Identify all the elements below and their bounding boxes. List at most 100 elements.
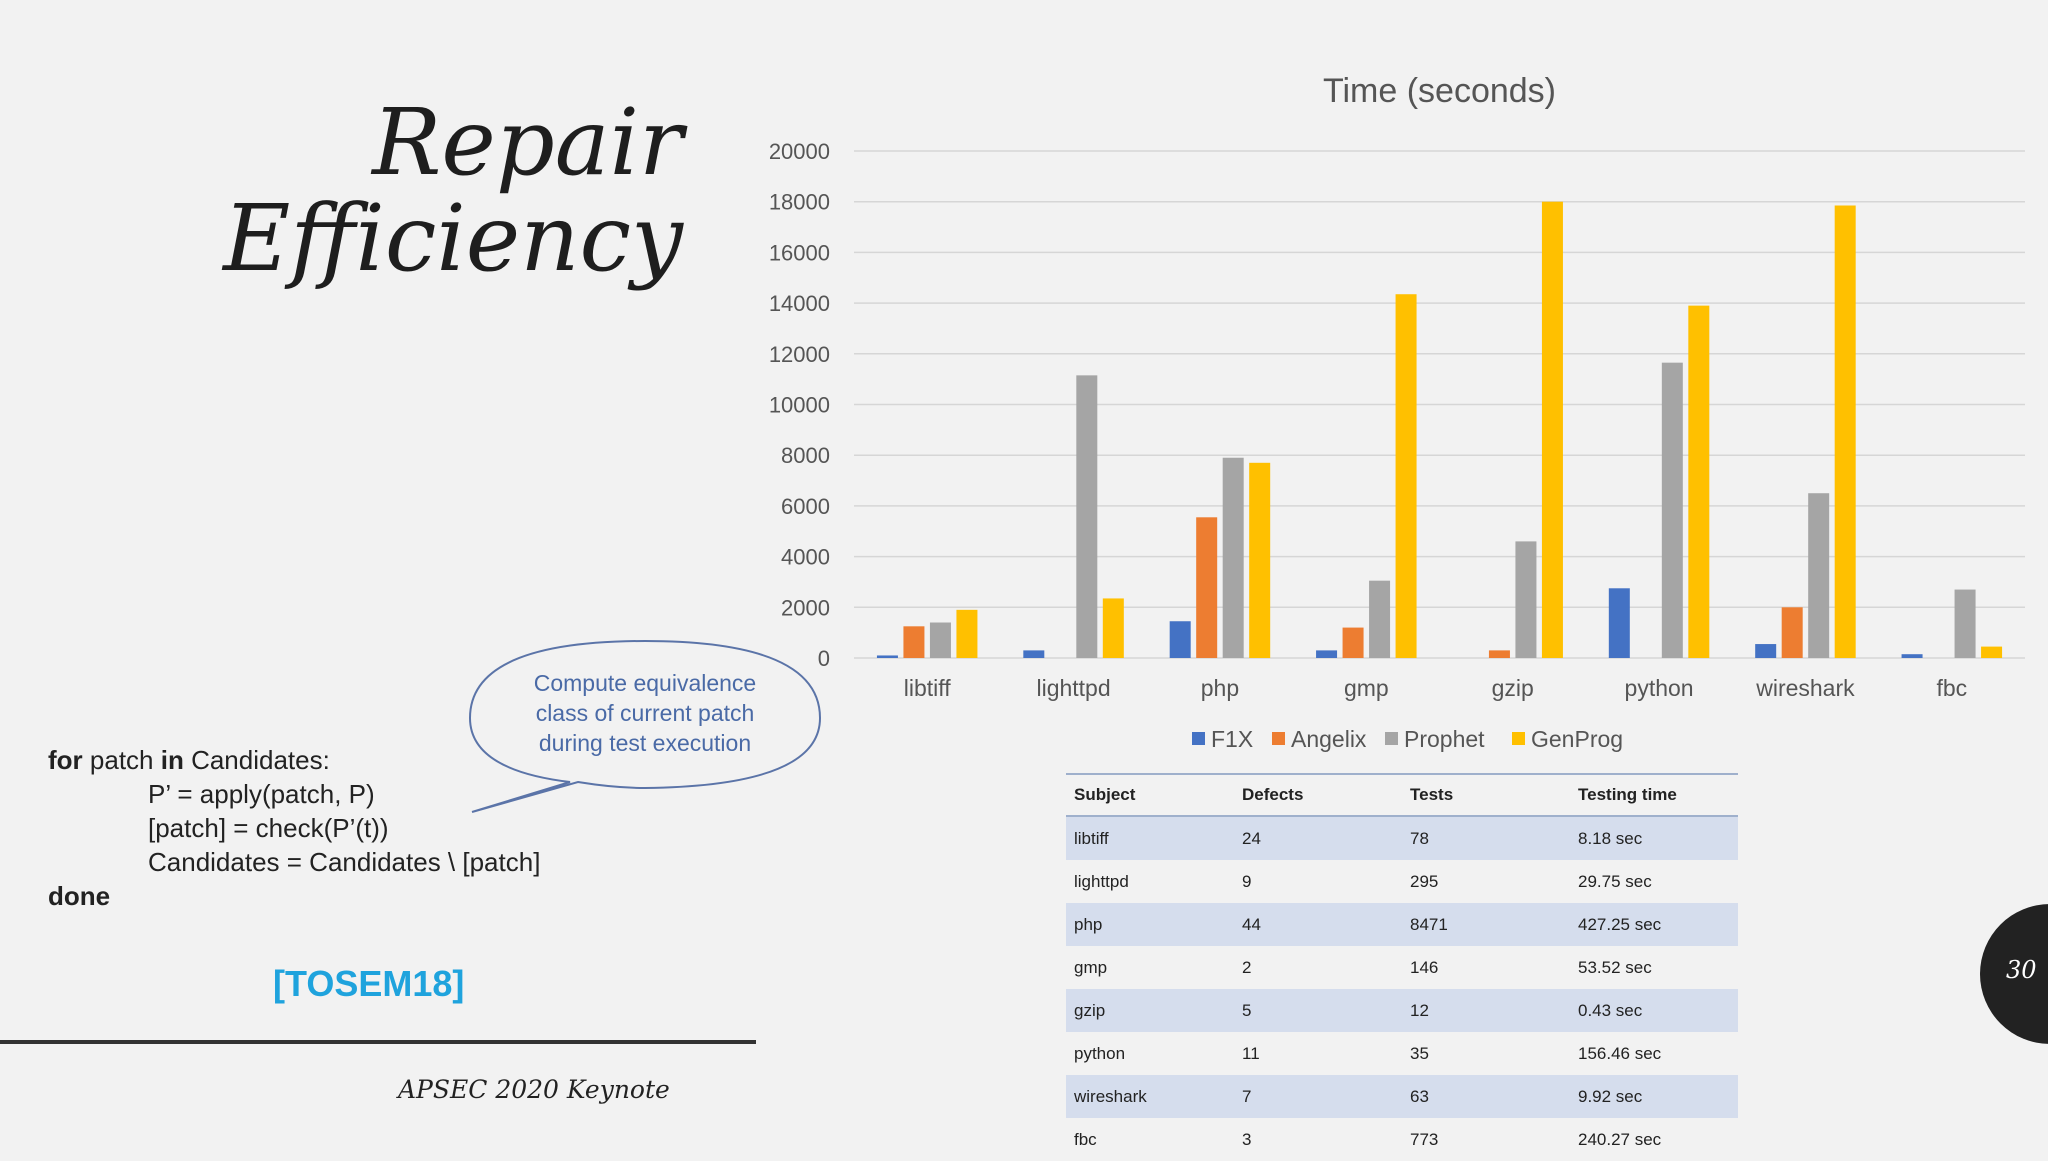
bar-f1x-gmp xyxy=(1316,650,1338,658)
table-row: libtiff 24 78 8.18 sec xyxy=(1066,816,1738,860)
table-cell: 12 xyxy=(1402,989,1570,1032)
code-line-2: P’ = apply(patch, P) xyxy=(148,779,375,809)
keyword-in: in xyxy=(160,745,184,775)
x-tick-label: fbc xyxy=(1936,675,1967,701)
callout-text: Compute equivalence class of current pat… xyxy=(490,668,800,758)
table-cell: php xyxy=(1066,903,1234,946)
bar-genprog-python xyxy=(1688,305,1710,658)
legend-label-angelix: Angelix xyxy=(1291,726,1367,752)
code-line-5: done xyxy=(48,881,111,911)
table-row: gmp 2 146 53.52 sec xyxy=(1066,946,1738,989)
bar-angelix-gzip xyxy=(1488,650,1510,658)
table-cell: 78 xyxy=(1402,816,1570,860)
table-cell: 3 xyxy=(1242,1129,1252,1149)
title-line-2: Efficiency xyxy=(223,185,683,292)
table-cell: 2 xyxy=(1242,957,1252,977)
y-tick-label: 0 xyxy=(818,646,830,671)
x-tick-label: gzip xyxy=(1492,675,1534,701)
legend-swatch-prophet xyxy=(1385,732,1398,745)
bar-prophet-gzip xyxy=(1515,541,1537,658)
x-tick-label: python xyxy=(1625,675,1694,701)
code-line-1: for patch in Candidates: xyxy=(48,743,540,777)
bar-prophet-wireshark xyxy=(1808,493,1830,658)
y-tick-label: 20000 xyxy=(769,139,830,164)
table-cell: wireshark xyxy=(1066,1075,1234,1118)
bar-genprog-fbc xyxy=(1981,646,2003,658)
reference-citation: [TOSEM18] xyxy=(273,963,465,1004)
table-header-row: Subject Defects Tests Testing time xyxy=(1066,773,1738,817)
bar-f1x-python xyxy=(1608,588,1630,658)
table-cell: 295 xyxy=(1410,871,1439,891)
table-cell: 9 xyxy=(1242,871,1252,891)
x-tick-label: wireshark xyxy=(1755,675,1855,701)
bar-f1x-fbc xyxy=(1901,654,1923,658)
bar-prophet-fbc xyxy=(1954,589,1976,658)
y-tick-label: 6000 xyxy=(781,494,830,519)
legend-swatch-angelix xyxy=(1272,732,1285,745)
bar-f1x-lighttpd xyxy=(1023,650,1045,658)
x-tick-label: gmp xyxy=(1344,675,1389,701)
x-tick-label: libtiff xyxy=(904,675,951,701)
y-tick-label: 12000 xyxy=(769,342,830,367)
bar-prophet-gmp xyxy=(1369,580,1391,658)
callout-line-2: class of current patch xyxy=(535,700,755,726)
callout-line-3: during test execution xyxy=(538,730,752,756)
bar-chart: Time (seconds) 0 2000 4000 6000 8000 10000 1200… xyxy=(769,72,2025,752)
legend-label-prophet: Prophet xyxy=(1404,726,1485,752)
bar-f1x-libtiff xyxy=(876,655,898,658)
table-cell: 29.75 sec xyxy=(1578,871,1652,891)
table-cell: 8.18 sec xyxy=(1570,816,1738,860)
table-cell: gmp xyxy=(1074,957,1108,977)
table-cell: python xyxy=(1074,1043,1126,1063)
table-cell: 156.46 sec xyxy=(1578,1043,1662,1063)
legend-swatch-f1x xyxy=(1192,732,1205,745)
table-header: Tests xyxy=(1402,773,1570,817)
bar-angelix-gmp xyxy=(1342,627,1364,658)
bar-genprog-lighttpd xyxy=(1102,598,1124,658)
page-number: 30 xyxy=(2006,956,2037,984)
table-cell: 146 xyxy=(1410,957,1439,977)
bar-f1x-php xyxy=(1169,621,1191,658)
table-cell: 24 xyxy=(1234,816,1402,860)
table-row: fbc 3 773 240.27 sec xyxy=(1066,1118,1738,1161)
bar-genprog-php xyxy=(1249,462,1271,658)
table-cell: 0.43 sec xyxy=(1570,989,1738,1032)
y-tick-label: 16000 xyxy=(769,240,830,265)
table-row: wireshark 7 63 9.92 sec xyxy=(1066,1075,1738,1118)
table-row: python 11 35 156.46 sec xyxy=(1066,1032,1738,1075)
y-tick-label: 4000 xyxy=(781,545,830,570)
y-tick-label: 14000 xyxy=(769,291,830,316)
bar-genprog-gmp xyxy=(1395,294,1417,658)
keyword-for: for xyxy=(48,745,83,775)
slide-title: Repair Efficiency xyxy=(223,95,683,287)
table-header: Defects xyxy=(1234,773,1402,817)
chart-title: Time (seconds) xyxy=(1323,72,1556,110)
results-table: Subject Defects Tests Testing time libti… xyxy=(1066,773,1738,1161)
table-cell: 9.92 sec xyxy=(1570,1075,1738,1118)
table-cell: 35 xyxy=(1410,1043,1429,1063)
y-tick-label: 10000 xyxy=(769,393,830,418)
x-tick-label: lighttpd xyxy=(1036,675,1110,701)
bar-genprog-gzip xyxy=(1541,201,1563,658)
bar-prophet-libtiff xyxy=(929,622,951,658)
code-line-4: Candidates = Candidates \ [patch] xyxy=(148,847,541,877)
footer-divider xyxy=(0,1040,756,1044)
code-line-3: [patch] = check(P’(t)) xyxy=(148,813,389,843)
y-tick-label: 2000 xyxy=(781,595,830,620)
table-cell: 5 xyxy=(1234,989,1402,1032)
legend-swatch-genprog xyxy=(1512,732,1525,745)
code-text: patch xyxy=(82,745,161,775)
table-cell: 7 xyxy=(1234,1075,1402,1118)
table-cell: 44 xyxy=(1234,903,1402,946)
table-cell: 63 xyxy=(1402,1075,1570,1118)
legend-label-genprog: GenProg xyxy=(1531,726,1623,752)
table-cell: libtiff xyxy=(1066,816,1234,860)
table-cell: gzip xyxy=(1066,989,1234,1032)
bar-f1x-wireshark xyxy=(1755,644,1777,658)
table-cell: 773 xyxy=(1410,1129,1439,1149)
bar-genprog-wireshark xyxy=(1834,205,1856,658)
bar-prophet-lighttpd xyxy=(1076,375,1098,658)
table-cell: 427.25 sec xyxy=(1570,903,1738,946)
x-tick-label: php xyxy=(1201,675,1239,701)
code-text: Candidates: xyxy=(183,745,330,775)
